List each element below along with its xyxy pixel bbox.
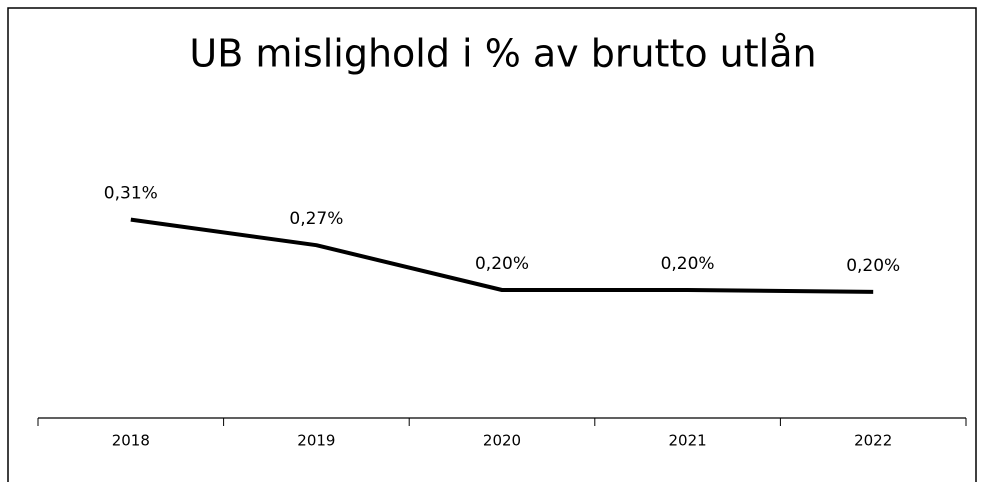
chart-title: UB mislighold i % av brutto utlån xyxy=(189,32,816,76)
data-label: 0,20% xyxy=(475,254,529,274)
x-tick-label: 2018 xyxy=(112,432,150,450)
data-label: 0,31% xyxy=(104,184,158,204)
x-tick-label: 2021 xyxy=(669,432,707,450)
line xyxy=(130,217,874,294)
x-tick-label: 2019 xyxy=(297,432,335,450)
data-label: 0,27% xyxy=(289,209,343,229)
x-tick-label: 2022 xyxy=(854,432,892,450)
frame xyxy=(7,7,977,482)
data-label: 0,20% xyxy=(846,256,900,276)
x-tick-label: 2020 xyxy=(483,432,521,450)
data-label: 0,20% xyxy=(661,254,715,274)
